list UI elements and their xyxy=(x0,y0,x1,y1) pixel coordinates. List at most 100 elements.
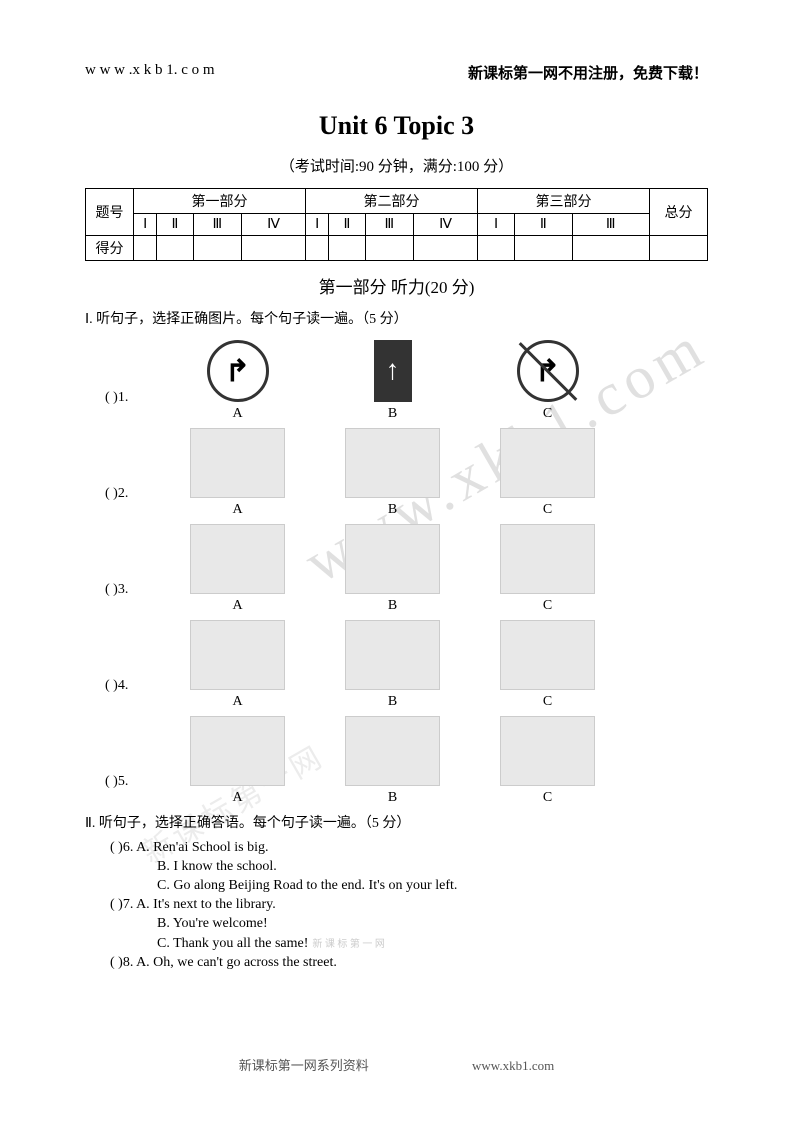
q-number: ( )2. xyxy=(105,486,160,518)
col-cell: Ⅳ xyxy=(242,214,306,236)
choice-a: A xyxy=(160,524,315,614)
col-cell: Ⅱ xyxy=(157,214,193,236)
cell-part2: 第二部分 xyxy=(305,189,477,214)
page-footer: 新课标第一网系列资料 www.xkb1.com xyxy=(0,1055,793,1074)
section-1-heading: 第一部分 听力(20 分) xyxy=(85,273,708,298)
col-cell: Ⅱ xyxy=(329,214,365,236)
choice-c: C xyxy=(470,716,625,806)
score-table: 题号 第一部分 第二部分 第三部分 总分 Ⅰ Ⅱ Ⅲ Ⅳ Ⅰ Ⅱ Ⅲ Ⅳ Ⅰ Ⅱ… xyxy=(85,188,708,261)
col-cell: Ⅲ xyxy=(365,214,414,236)
image-placeholder xyxy=(190,620,285,690)
choice-b: ↑ B xyxy=(315,336,470,422)
choice-letter: A xyxy=(160,694,315,710)
page-header: w w w .x k b 1. c o m 新课标第一网不用注册，免费下载！ xyxy=(85,62,708,83)
table-row: 题号 第一部分 第二部分 第三部分 总分 xyxy=(86,189,708,214)
choice-letter: C xyxy=(470,790,625,806)
question-row-2: ( )2. A B C xyxy=(85,428,708,518)
choice-a: A xyxy=(160,716,315,806)
question-row-5: ( )5. A B C xyxy=(85,716,708,806)
choice-letter: C xyxy=(470,502,625,518)
instruction-2: Ⅱ. 听句子，选择正确答语。每个句子读一遍。（5 分） xyxy=(85,812,708,832)
choice-b: B xyxy=(315,716,470,806)
q-number: ( )4. xyxy=(105,678,160,710)
choice-a: A xyxy=(160,428,315,518)
footer-right: www.xkb1.com xyxy=(472,1058,554,1073)
empty-cell xyxy=(134,236,157,261)
choice-a: A xyxy=(160,620,315,710)
choice-letter: B xyxy=(315,790,470,806)
q7: ( )7. A. It's next to the library. xyxy=(110,897,708,913)
exam-title: Unit 6 Topic 3 xyxy=(85,111,708,141)
choice-letter: C xyxy=(470,694,625,710)
empty-cell xyxy=(650,236,708,261)
header-url: w w w .x k b 1. c o m xyxy=(85,62,215,83)
choice-letter: A xyxy=(160,502,315,518)
image-placeholder xyxy=(345,620,440,690)
question-row-1: ( )1. ↱ A ↑ B ↱ C xyxy=(85,336,708,422)
header-slogan: 新课标第一网不用注册，免费下载！ xyxy=(468,62,708,83)
empty-cell xyxy=(477,236,514,261)
choice-c: ↱ C xyxy=(470,336,625,422)
empty-cell xyxy=(572,236,650,261)
q7-a: A. It's next to the library. xyxy=(136,897,276,912)
question-row-4: ( )4. A B C xyxy=(85,620,708,710)
straight-sign-icon: ↑ xyxy=(374,340,412,402)
choice-letter: B xyxy=(315,406,470,422)
empty-cell xyxy=(329,236,365,261)
choice-b: B xyxy=(315,620,470,710)
empty-cell xyxy=(193,236,242,261)
col-cell: Ⅳ xyxy=(414,214,478,236)
q6: ( )6. A. Ren'ai School is big. xyxy=(110,840,708,856)
choice-letter: C xyxy=(470,406,625,422)
q-number: ( )1. xyxy=(105,390,160,422)
choice-c: C xyxy=(470,524,625,614)
empty-cell xyxy=(305,236,328,261)
q7-b: B. You're welcome! xyxy=(157,916,708,932)
image-placeholder xyxy=(500,716,595,786)
instruction-1: Ⅰ. 听句子，选择正确图片。每个句子读一遍。（5 分） xyxy=(85,308,708,328)
q-number: ( )5. xyxy=(105,774,160,806)
col-cell: Ⅰ xyxy=(477,214,514,236)
inline-watermark: 新 课 标 第 一 网 xyxy=(312,939,385,950)
q6-a: A. Ren'ai School is big. xyxy=(136,840,268,855)
image-placeholder xyxy=(190,716,285,786)
empty-cell xyxy=(515,236,572,261)
choice-letter: B xyxy=(315,502,470,518)
image-placeholder xyxy=(345,524,440,594)
cell-score-label: 得分 xyxy=(86,236,134,261)
choice-letter: A xyxy=(160,406,315,422)
q7-num: ( )7. xyxy=(110,897,133,912)
table-row: 得分 xyxy=(86,236,708,261)
choice-b: B xyxy=(315,428,470,518)
choice-a: ↱ A xyxy=(160,336,315,422)
choice-letter: A xyxy=(160,790,315,806)
choice-c: C xyxy=(470,620,625,710)
turn-right-sign-icon: ↱ xyxy=(207,340,269,402)
image-placeholder xyxy=(345,716,440,786)
choice-c: C xyxy=(470,428,625,518)
exam-subtitle: （考试时间:90 分钟，满分:100 分） xyxy=(85,155,708,176)
cell-total: 总分 xyxy=(650,189,708,236)
image-placeholder xyxy=(190,524,285,594)
cell-part1: 第一部分 xyxy=(134,189,306,214)
col-cell: Ⅲ xyxy=(572,214,650,236)
cell-part3: 第三部分 xyxy=(477,189,649,214)
empty-cell xyxy=(365,236,414,261)
image-placeholder xyxy=(500,428,595,498)
image-placeholder xyxy=(345,428,440,498)
q7-c: C. Thank you all the same!新 课 标 第 一 网 xyxy=(157,935,708,952)
empty-cell xyxy=(414,236,478,261)
footer-left: 新课标第一网系列资料 xyxy=(239,1058,369,1073)
q-number: ( )3. xyxy=(105,582,160,614)
q6-b: B. I know the school. xyxy=(157,859,708,875)
no-right-turn-sign-icon: ↱ xyxy=(517,340,579,402)
col-cell: Ⅰ xyxy=(305,214,328,236)
image-placeholder xyxy=(500,620,595,690)
image-placeholder xyxy=(190,428,285,498)
col-cell: Ⅲ xyxy=(193,214,242,236)
empty-cell xyxy=(242,236,306,261)
choice-b: B xyxy=(315,524,470,614)
q6-num: ( )6. xyxy=(110,840,133,855)
choice-letter: B xyxy=(315,598,470,614)
col-cell: Ⅱ xyxy=(515,214,572,236)
